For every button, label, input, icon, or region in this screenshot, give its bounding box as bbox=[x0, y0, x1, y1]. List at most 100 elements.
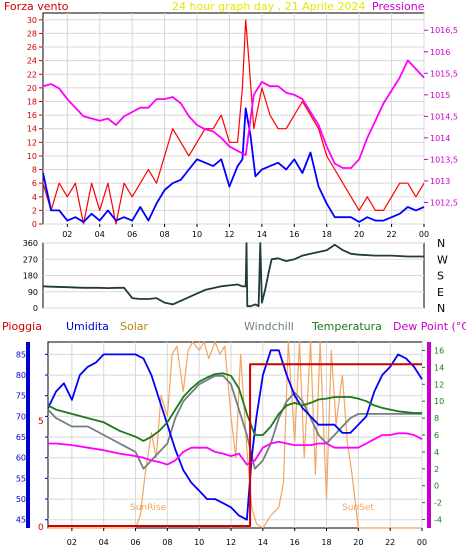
temperature-tick-label: 14 bbox=[434, 363, 444, 372]
compass-label: W bbox=[437, 253, 448, 266]
pressure-tick-label: 1014 bbox=[430, 134, 450, 143]
pressure-series-line bbox=[42, 59, 425, 169]
legend-solar: Solar bbox=[120, 320, 149, 333]
humidity-tick-label: 85 bbox=[16, 350, 26, 359]
wind-x-tick-label: 04 bbox=[95, 230, 105, 239]
rain-zero-tick-label: 0 bbox=[38, 523, 44, 533]
pressure-tick-label: 1013 bbox=[430, 177, 450, 186]
legend-rain: Pioggia bbox=[2, 320, 42, 333]
direction-tick-label: 360 bbox=[23, 239, 38, 248]
direction-tick-label: 180 bbox=[23, 272, 38, 281]
weather-plot-frame bbox=[47, 341, 423, 529]
weather-x-ticks: 02 04 06 08 10 12 14 16 18 20 22 00 bbox=[67, 528, 427, 547]
humidity-tick-label: 45 bbox=[16, 516, 26, 525]
pressure-y-ticks: 1012,5 1013 1013,5 1014 1014,5 1015 1015,5 1016… bbox=[424, 26, 458, 207]
humidity-tick-label: 75 bbox=[16, 392, 26, 401]
weather-x-tick-label: 04 bbox=[99, 538, 109, 547]
legend-temperature: Temperatura bbox=[311, 320, 382, 333]
humidity-tick-label: 50 bbox=[16, 495, 26, 504]
humidity-y-ticks: 45 50 55 60 65 70 75 80 85 bbox=[16, 350, 48, 525]
temperature-tick-label: 12 bbox=[434, 380, 444, 389]
sunrise-label: SunRise bbox=[130, 503, 167, 513]
weather-x-tick-label: 00 bbox=[417, 538, 427, 547]
humidity-tick-label: 60 bbox=[16, 454, 26, 463]
weather-x-tick-label: 02 bbox=[67, 538, 77, 547]
rain-series-line bbox=[48, 363, 422, 527]
pressure-tick-label: 1015 bbox=[430, 91, 450, 100]
weather-x-tick-label: 12 bbox=[226, 538, 236, 547]
wind-x-tick-label: 16 bbox=[289, 230, 299, 239]
compass-label: N bbox=[437, 302, 445, 315]
wind-tick-label: 14 bbox=[27, 125, 37, 134]
weather-series bbox=[47, 341, 423, 529]
wind-tick-label: 18 bbox=[27, 97, 37, 106]
wind-tick-label: 22 bbox=[27, 70, 37, 79]
wind-x-tick-label: 12 bbox=[224, 230, 234, 239]
gust-series-line bbox=[42, 19, 425, 225]
wind-x-tick-label: 00 bbox=[419, 230, 429, 239]
wind-x-tick-label: 08 bbox=[160, 230, 170, 239]
wind-tick-label: 30 bbox=[27, 16, 37, 25]
direction-series bbox=[42, 242, 424, 308]
wind-x-tick-label: 02 bbox=[62, 230, 72, 239]
wind-tick-label: 20 bbox=[27, 84, 37, 93]
temperature-series-line bbox=[47, 372, 422, 442]
temperature-tick-label: 2 bbox=[434, 465, 439, 474]
sunset-label: SunSet bbox=[342, 503, 374, 513]
rain-tick-label: 5 bbox=[38, 417, 44, 427]
weather-x-tick-label: 18 bbox=[321, 538, 331, 547]
weather-x-tick-label: 22 bbox=[385, 538, 395, 547]
temperature-tick-label: 0 bbox=[434, 482, 439, 491]
wind-axis-label: Forza vento bbox=[4, 0, 69, 13]
legend-dewpoint: Dew Point (°C) bbox=[393, 320, 466, 333]
chart-title: 24 hour graph day , 21 Aprile 2024 bbox=[172, 0, 366, 13]
pressure-tick-label: 1016 bbox=[430, 48, 450, 57]
wind-series-line bbox=[42, 107, 425, 223]
wind-x-tick-label: 20 bbox=[354, 230, 364, 239]
wind-x-tick-label: 18 bbox=[322, 230, 332, 239]
wind-series bbox=[42, 19, 425, 225]
wind-tick-label: 26 bbox=[27, 43, 37, 52]
pressure-tick-label: 1012,5 bbox=[430, 198, 458, 207]
direction-y-ticks: 0 90 180 270 360 bbox=[23, 239, 38, 313]
direction-tick-label: 90 bbox=[28, 288, 38, 297]
wind-x-tick-label: 22 bbox=[386, 230, 396, 239]
wind-tick-label: 24 bbox=[27, 57, 37, 66]
pressure-tick-label: 1016,5 bbox=[430, 26, 458, 35]
wind-tick-label: 6 bbox=[32, 179, 37, 188]
humidity-tick-label: 80 bbox=[16, 371, 26, 380]
wind-x-tick-label: 06 bbox=[127, 230, 137, 239]
compass-label: S bbox=[437, 270, 444, 283]
pressure-tick-label: 1013,5 bbox=[430, 155, 458, 164]
wind-x-tick-label: 14 bbox=[257, 230, 267, 239]
weather-x-tick-label: 10 bbox=[194, 538, 204, 547]
wind-tick-label: 12 bbox=[27, 138, 37, 147]
compass-label: E bbox=[437, 286, 444, 299]
legend-humidity: Umidita bbox=[66, 320, 109, 333]
humidity-tick-label: 65 bbox=[16, 433, 26, 442]
wind-tick-label: 28 bbox=[27, 29, 37, 38]
temperature-y-ticks: -4 -2 0 2 4 6 8 10 12 14 16 bbox=[422, 346, 444, 525]
direction-tick-label: 0 bbox=[33, 304, 38, 313]
wind-tick-label: 2 bbox=[32, 206, 37, 215]
pressure-axis-label: Pressione bbox=[372, 0, 425, 13]
temperature-tick-label: -2 bbox=[434, 499, 442, 508]
humidity-series-line bbox=[47, 349, 423, 521]
compass-label: N bbox=[437, 237, 445, 250]
weather-x-tick-label: 16 bbox=[290, 538, 300, 547]
direction-grid bbox=[43, 242, 424, 309]
legend-windchill: Windchill bbox=[244, 320, 294, 333]
direction-tick-label: 270 bbox=[23, 255, 38, 264]
wind-tick-label: 10 bbox=[27, 152, 37, 161]
wind-x-ticks: 02 04 06 08 10 12 14 16 18 20 22 00 bbox=[62, 224, 429, 239]
weather-x-tick-label: 08 bbox=[162, 538, 172, 547]
dewpoint-series-line bbox=[48, 432, 423, 466]
temperature-tick-label: 4 bbox=[434, 448, 439, 457]
